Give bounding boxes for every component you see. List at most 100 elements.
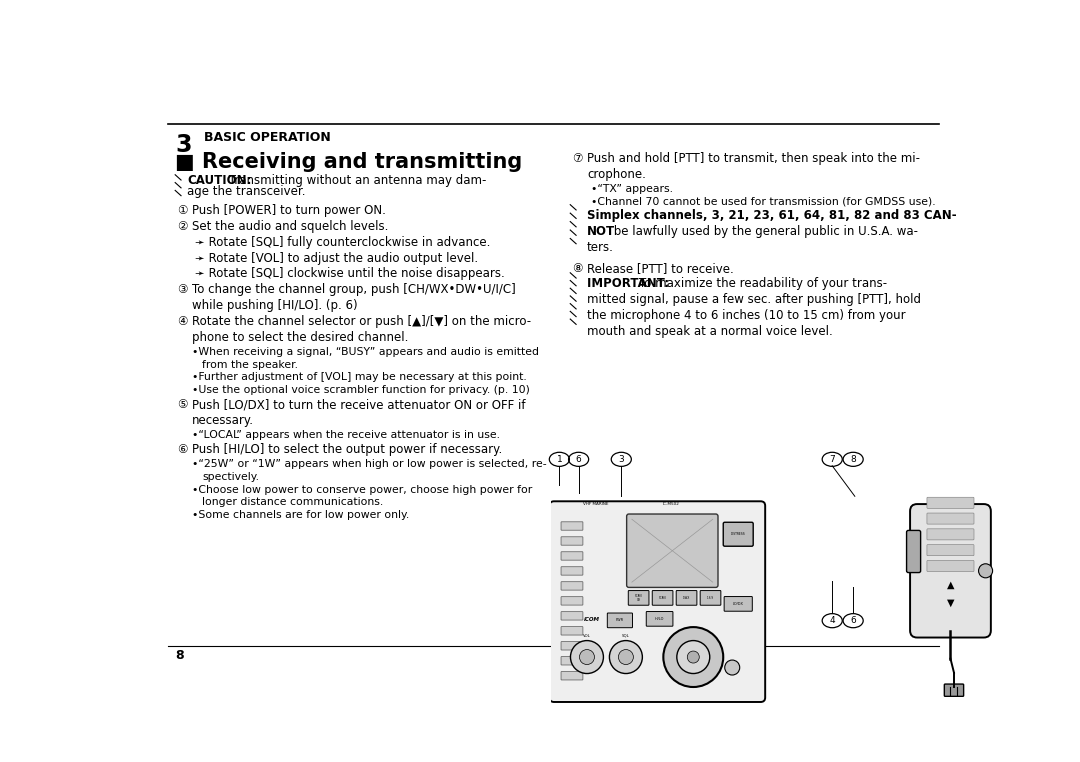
Circle shape	[580, 649, 594, 664]
FancyBboxPatch shape	[927, 560, 974, 572]
Text: CAUTION:: CAUTION:	[187, 174, 252, 187]
Text: crophone.: crophone.	[588, 168, 646, 181]
FancyBboxPatch shape	[676, 591, 697, 605]
FancyBboxPatch shape	[607, 613, 633, 628]
Text: 3: 3	[619, 455, 624, 464]
Text: •Use the optional voice scrambler function for privacy. (p. 10): •Use the optional voice scrambler functi…	[192, 386, 530, 395]
Text: Push [LO/DX] to turn the receive attenuator ON or OFF if: Push [LO/DX] to turn the receive attenua…	[192, 399, 525, 411]
Text: To change the channel group, push [CH/WX•DW•U/I/C]: To change the channel group, push [CH/WX…	[192, 283, 515, 296]
Text: Push and hold [PTT] to transmit, then speak into the mi-: Push and hold [PTT] to transmit, then sp…	[588, 152, 920, 165]
Text: 3: 3	[175, 133, 191, 156]
Text: SCAN
CH: SCAN CH	[635, 594, 643, 602]
FancyBboxPatch shape	[927, 545, 974, 555]
FancyBboxPatch shape	[700, 591, 720, 605]
FancyBboxPatch shape	[561, 567, 583, 575]
Text: iCOM: iCOM	[583, 617, 599, 622]
Text: LO/DX: LO/DX	[733, 602, 744, 606]
Text: IC-M502: IC-M502	[662, 502, 679, 506]
Text: Rotate the channel selector or push [▲]/[▼] on the micro-: Rotate the channel selector or push [▲]/…	[192, 315, 531, 328]
Text: VHF MARINE: VHF MARINE	[583, 502, 609, 506]
Text: age the transceiver.: age the transceiver.	[187, 185, 306, 198]
Text: •When receiving a signal, “BUSY” appears and audio is emitted: •When receiving a signal, “BUSY” appears…	[192, 347, 539, 357]
Text: ➛ Rotate [SQL] fully counterclockwise in advance.: ➛ Rotate [SQL] fully counterclockwise in…	[195, 235, 490, 248]
Text: ■ Receiving and transmitting: ■ Receiving and transmitting	[175, 152, 523, 172]
Text: ③: ③	[177, 283, 187, 296]
Circle shape	[677, 641, 710, 674]
Text: while pushing [HI/LO]. (p. 6): while pushing [HI/LO]. (p. 6)	[192, 299, 357, 312]
FancyBboxPatch shape	[944, 684, 963, 696]
Text: Set the audio and squelch levels.: Set the audio and squelch levels.	[192, 220, 389, 233]
FancyBboxPatch shape	[927, 513, 974, 524]
FancyBboxPatch shape	[561, 597, 583, 605]
Text: longer distance communications.: longer distance communications.	[202, 498, 383, 507]
FancyBboxPatch shape	[725, 597, 753, 611]
FancyBboxPatch shape	[561, 657, 583, 665]
Text: IMPORTANT:: IMPORTANT:	[588, 277, 673, 290]
Text: To maximize the readability of your trans-: To maximize the readability of your tran…	[639, 277, 887, 290]
Text: ①: ①	[177, 204, 187, 217]
FancyBboxPatch shape	[652, 591, 673, 605]
FancyBboxPatch shape	[561, 536, 583, 545]
FancyBboxPatch shape	[724, 522, 753, 546]
Text: ⑤: ⑤	[177, 399, 187, 411]
FancyBboxPatch shape	[927, 529, 974, 540]
Text: •Further adjustment of [VOL] may be necessary at this point.: •Further adjustment of [VOL] may be nece…	[192, 373, 527, 383]
FancyBboxPatch shape	[646, 612, 673, 626]
Text: PWR: PWR	[616, 618, 624, 623]
Text: ⑦: ⑦	[572, 152, 582, 165]
FancyBboxPatch shape	[561, 612, 583, 620]
Text: •“25W” or “1W” appears when high or low power is selected, re-: •“25W” or “1W” appears when high or low …	[192, 459, 546, 469]
Text: SQL: SQL	[622, 633, 630, 638]
FancyBboxPatch shape	[626, 514, 718, 588]
Circle shape	[687, 651, 699, 663]
Text: 4: 4	[829, 616, 835, 625]
Text: necessary.: necessary.	[192, 415, 254, 427]
Text: ➛ Rotate [VOL] to adjust the audio output level.: ➛ Rotate [VOL] to adjust the audio outpu…	[195, 251, 478, 264]
Circle shape	[609, 641, 643, 674]
FancyBboxPatch shape	[561, 552, 583, 560]
Text: 6: 6	[576, 455, 581, 464]
Text: the microphone 4 to 6 inches (10 to 15 cm) from your: the microphone 4 to 6 inches (10 to 15 c…	[588, 309, 906, 322]
Circle shape	[663, 627, 724, 687]
FancyBboxPatch shape	[910, 504, 990, 638]
Text: ▼: ▼	[947, 597, 955, 607]
FancyBboxPatch shape	[629, 591, 649, 605]
Text: 6: 6	[850, 616, 856, 625]
Text: 4: 4	[646, 616, 651, 625]
Text: •“TX” appears.: •“TX” appears.	[591, 184, 673, 194]
Text: 1: 1	[556, 455, 563, 464]
Text: spectively.: spectively.	[202, 472, 259, 482]
Text: HI/LO: HI/LO	[654, 617, 664, 621]
Text: BASIC OPERATION: BASIC OPERATION	[204, 131, 330, 144]
Text: mouth and speak at a normal voice level.: mouth and speak at a normal voice level.	[588, 325, 833, 338]
Text: Push [HI/LO] to select the output power if necessary.: Push [HI/LO] to select the output power …	[192, 443, 502, 456]
Text: ⑥: ⑥	[177, 443, 187, 456]
Text: Release [PTT] to receive.: Release [PTT] to receive.	[588, 261, 733, 274]
Text: Push [POWER] to turn power ON.: Push [POWER] to turn power ON.	[192, 204, 386, 217]
Text: ⑧: ⑧	[572, 261, 582, 274]
FancyBboxPatch shape	[906, 530, 920, 572]
Text: 8: 8	[175, 649, 184, 662]
Text: •“LOCAL” appears when the receive attenuator is in use.: •“LOCAL” appears when the receive attenu…	[192, 430, 500, 440]
FancyBboxPatch shape	[561, 626, 583, 635]
FancyBboxPatch shape	[927, 498, 974, 508]
Text: 5: 5	[677, 616, 683, 625]
Text: phone to select the desired channel.: phone to select the desired channel.	[192, 331, 408, 344]
Text: 8: 8	[850, 455, 856, 464]
Text: 1/WX: 1/WX	[683, 596, 690, 600]
Text: 16 9: 16 9	[707, 596, 714, 600]
Text: Transmitting without an antenna may dam-: Transmitting without an antenna may dam-	[225, 174, 486, 187]
Text: ters.: ters.	[588, 241, 613, 254]
Text: •Choose low power to conserve power, choose high power for: •Choose low power to conserve power, cho…	[192, 485, 532, 495]
Circle shape	[619, 649, 633, 664]
Text: be lawfully used by the general public in U.S.A. wa-: be lawfully used by the general public i…	[610, 226, 918, 239]
Text: Simplex channels, 3, 21, 23, 61, 64, 81, 82 and 83 CAN-: Simplex channels, 3, 21, 23, 61, 64, 81,…	[588, 210, 957, 223]
Text: •Channel 70 cannot be used for transmission (for GMDSS use).: •Channel 70 cannot be used for transmiss…	[591, 197, 935, 207]
Text: ▲: ▲	[947, 580, 955, 590]
Text: mitted signal, pause a few sec. after pushing [PTT], hold: mitted signal, pause a few sec. after pu…	[588, 293, 921, 306]
Text: NOT: NOT	[588, 226, 616, 239]
Text: SCAN: SCAN	[659, 596, 666, 600]
Circle shape	[978, 564, 993, 578]
Text: DISTRESS: DISTRESS	[731, 532, 745, 536]
Circle shape	[570, 641, 604, 674]
